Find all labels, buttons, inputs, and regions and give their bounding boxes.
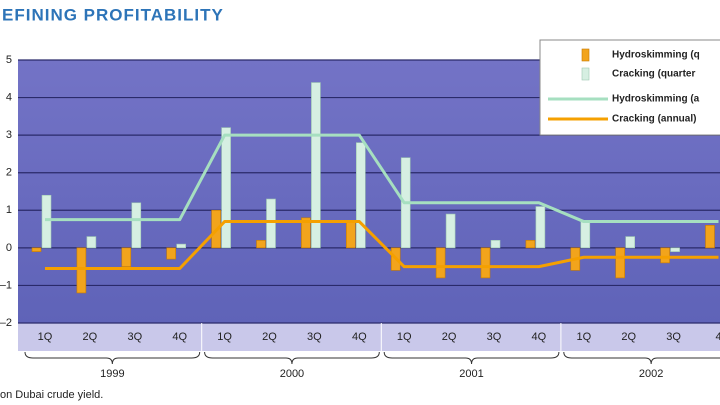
bar (266, 198, 276, 249)
bar (256, 240, 266, 249)
x-tick-label: 1Q (38, 331, 53, 343)
x-tick-label: 3Q (666, 331, 681, 343)
bar (580, 221, 591, 249)
bar (625, 236, 636, 249)
y-tick-label: 1 (6, 204, 12, 216)
axis-band (18, 323, 720, 351)
bar (31, 247, 42, 252)
year-brace (24, 351, 201, 365)
x-tick-label: 1Q (217, 331, 232, 343)
bar (660, 247, 670, 264)
bar (480, 247, 491, 279)
y-tick-label: 2 (6, 167, 12, 179)
x-tick-label: 4Q (172, 331, 187, 343)
legend-swatch (581, 48, 590, 62)
bar (345, 221, 356, 249)
bar (166, 247, 176, 260)
bar (221, 127, 231, 249)
bar (131, 202, 142, 249)
bar (311, 82, 321, 249)
y-tick-label: 5 (6, 54, 12, 66)
bar (41, 194, 52, 249)
bar (705, 225, 715, 249)
legend-label: Hydroskimming (q (612, 50, 700, 61)
year-label: 2000 (280, 368, 304, 380)
year-brace (204, 351, 380, 365)
x-tick-label: 4Q (352, 331, 367, 343)
year-brace (563, 351, 720, 365)
bar (490, 240, 501, 249)
legend-swatch (581, 67, 590, 81)
bar (615, 247, 626, 279)
x-tick-label: 2Q (262, 331, 277, 343)
x-tick-label: 4 (715, 331, 720, 343)
legend: Hydroskimming (q Cracking (quarter Hydrosk… (539, 39, 720, 136)
year-label: 2001 (459, 368, 483, 380)
legend-label: Cracking (quarter (612, 69, 695, 80)
y-tick-label: 4 (6, 91, 12, 103)
y-tick-label: 0 (6, 242, 12, 254)
year-label: 2002 (639, 368, 663, 380)
year-label: 1999 (100, 368, 124, 380)
y-tick-label: –2 (0, 317, 12, 329)
bar (301, 217, 311, 249)
legend-label: Hydroskimming (a (612, 94, 700, 105)
y-tick-label: –1 (0, 279, 12, 291)
x-tick-label: 2Q (83, 331, 98, 343)
bar (355, 142, 366, 249)
bar (670, 247, 680, 252)
bar (121, 247, 132, 267)
chart-title: EFINING PROFITABILITY (2, 5, 224, 24)
bar (435, 247, 446, 279)
y-tick-label: 3 (6, 129, 12, 141)
bar (525, 240, 536, 249)
line (45, 133, 719, 224)
x-tick-label: 3Q (307, 331, 322, 343)
x-tick-label: 3Q (127, 331, 142, 343)
x-tick-label: 1Q (576, 331, 591, 343)
footnote: on Dubai crude yield. (0, 389, 103, 401)
bar (535, 206, 546, 249)
year-brace (383, 351, 560, 365)
x-tick-label: 2Q (621, 331, 636, 343)
x-tick-label: 1Q (397, 331, 412, 343)
x-tick-label: 3Q (487, 331, 502, 343)
x-tick-label: 4Q (532, 331, 547, 343)
line (45, 220, 719, 271)
legend-label: Cracking (annual) (612, 114, 696, 125)
bar (86, 236, 97, 249)
bar (445, 213, 456, 249)
x-tick-label: 2Q (442, 331, 457, 343)
bar (176, 243, 186, 249)
bar (76, 247, 87, 294)
